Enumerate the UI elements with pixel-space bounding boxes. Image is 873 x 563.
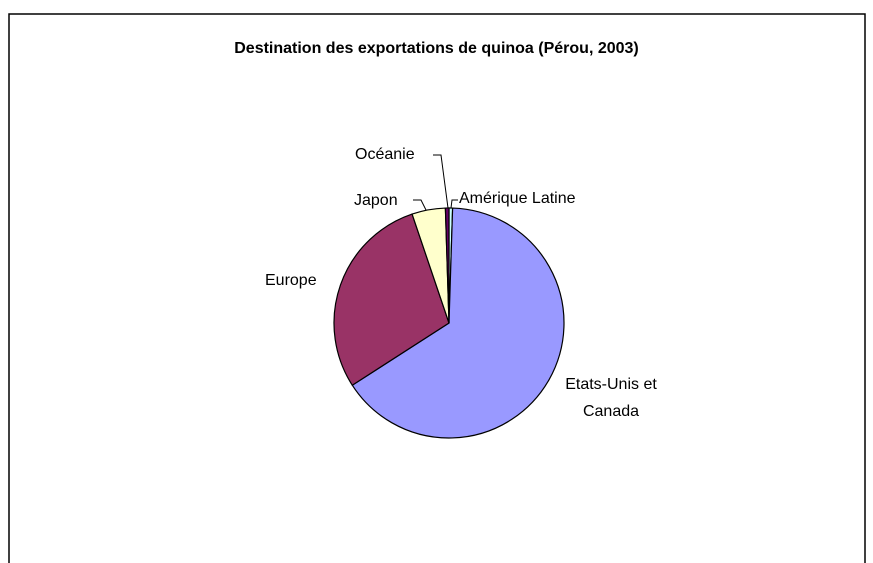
chart-title: Destination des exportations de quinoa (… — [234, 40, 639, 57]
slice-label: Japon — [354, 192, 398, 209]
slice-label: Etats-Unis et Canada — [565, 376, 657, 420]
slice-label: Amérique Latine — [459, 190, 576, 207]
pie-slice — [333, 213, 450, 387]
leader-line — [433, 154, 449, 209]
pie-slice — [351, 207, 565, 439]
pie-slice — [444, 207, 450, 324]
leader-line — [450, 199, 458, 209]
slice-label: Océanie — [355, 146, 415, 163]
pie — [333, 207, 565, 439]
leader-line — [413, 199, 427, 211]
slice-label: Europe — [265, 272, 317, 289]
